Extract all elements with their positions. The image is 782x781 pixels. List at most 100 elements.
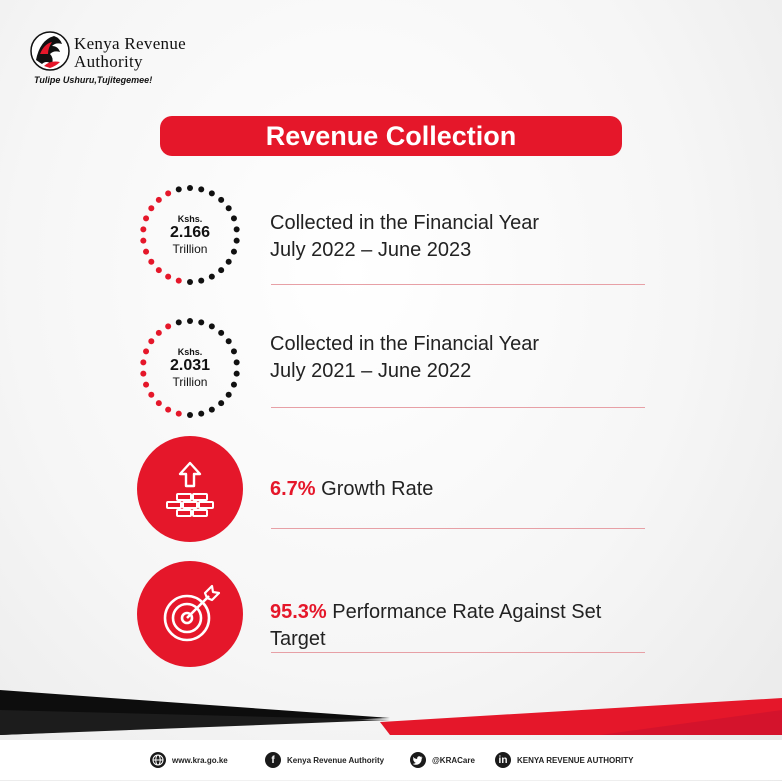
- footer-website-link[interactable]: www.kra.go.ke: [150, 752, 228, 768]
- ring-dot: [233, 370, 240, 377]
- ring-dot: [208, 273, 215, 280]
- ring-dot: [230, 348, 237, 355]
- ring-dot: [155, 196, 162, 203]
- ring-dot: [175, 319, 182, 326]
- twitter-label: @KRACare: [432, 755, 475, 765]
- ring-dot: [140, 226, 147, 233]
- growth-coins-icon: [166, 461, 214, 517]
- ring-dot: [143, 348, 150, 355]
- ring-dot: [218, 329, 225, 336]
- linkedin-label: KENYA REVENUE AUTHORITY: [517, 755, 634, 765]
- ring-dot: [187, 279, 193, 285]
- amount-value: 2.166: [169, 224, 211, 241]
- footer-linkedin-link[interactable]: in KENYA REVENUE AUTHORITY: [495, 752, 633, 768]
- stat-amount: Kshs. 2.166 Trillion: [137, 182, 243, 288]
- ring-dot: [165, 273, 172, 280]
- growth-value: 6.7%: [270, 478, 316, 500]
- facebook-icon: f: [265, 752, 281, 768]
- ring-dot: [148, 391, 155, 398]
- ring-dot: [230, 248, 237, 255]
- divider: [271, 284, 645, 285]
- ring-dot: [218, 196, 225, 203]
- ring-dot: [155, 329, 162, 336]
- performance-row: 95.3% Performance Rate Against Set Targe…: [137, 561, 647, 667]
- amount-unit: Trillion: [172, 375, 208, 389]
- ring-dot: [148, 338, 155, 345]
- ring-dot: [148, 258, 155, 265]
- ring-dot: [148, 205, 155, 212]
- divider: [271, 528, 645, 529]
- performance-text: 95.3% Performance Rate Against Set Targe…: [270, 599, 647, 653]
- ring-dot: [233, 359, 240, 366]
- divider: [271, 652, 645, 653]
- currency-prefix: Kshs.: [177, 214, 203, 224]
- growth-badge: [137, 436, 243, 542]
- website-label: www.kra.go.ke: [172, 755, 228, 765]
- growth-text: 6.7% Growth Rate: [270, 476, 433, 503]
- ring-dot: [208, 190, 215, 197]
- divider: [271, 407, 645, 408]
- ring-dot: [143, 381, 150, 388]
- linkedin-icon: in: [495, 752, 511, 768]
- ring-dot: [155, 267, 162, 274]
- performance-value: 95.3%: [270, 601, 327, 623]
- ring-dot: [233, 237, 240, 244]
- ring-dot: [218, 267, 225, 274]
- ring-dot: [175, 186, 182, 193]
- dotted-ring-icon: [140, 185, 240, 285]
- stat-line1: Collected in the Financial Year: [270, 212, 540, 234]
- ring-dot: [155, 400, 162, 407]
- ring-dot: [225, 338, 232, 345]
- ring-dot: [208, 406, 215, 413]
- ring-dot: [187, 318, 193, 324]
- brand-name-line1: Kenya Revenue: [74, 34, 186, 53]
- target-icon: [163, 584, 221, 642]
- ring-dot: [198, 277, 205, 284]
- ring-dot: [198, 186, 205, 193]
- ring-dot: [187, 412, 193, 418]
- ring-dot: [175, 410, 182, 417]
- ring-dot: [225, 258, 232, 265]
- stat-row-2021-2022: Kshs. 2.031 Trillion Collected in the Fi…: [137, 315, 647, 420]
- ring-dot: [208, 323, 215, 330]
- dotted-ring-icon: [140, 318, 240, 418]
- brand-name-line2: Authority: [74, 52, 143, 71]
- page-title: Revenue Collection: [265, 120, 517, 151]
- title-banner: Revenue Collection: [160, 116, 622, 156]
- facebook-label: Kenya Revenue Authority: [287, 755, 385, 765]
- twitter-icon: [410, 752, 426, 768]
- ring-dot: [218, 400, 225, 407]
- stat-description: Collected in the Financial Year July 202…: [270, 331, 539, 385]
- ring-dot: [165, 323, 172, 330]
- ring-dot: [140, 359, 147, 366]
- growth-row: 6.7% Growth Rate: [137, 436, 647, 542]
- stat-row-2022-2023: Kshs. 2.166 Trillion Collected in the Fi…: [137, 182, 647, 287]
- ring-dot: [225, 205, 232, 212]
- ring-dot: [198, 410, 205, 417]
- performance-label: Performance Rate Against Set Target: [270, 601, 602, 650]
- stat-line1: Collected in the Financial Year: [270, 333, 540, 355]
- globe-icon: [150, 752, 166, 768]
- footer-twitter-link[interactable]: @KRACare: [410, 752, 475, 768]
- ring-dot: [175, 277, 182, 284]
- ring-dot: [165, 406, 172, 413]
- ring-dot: [233, 226, 240, 233]
- footer-facebook-link[interactable]: f Kenya Revenue Authority: [265, 752, 384, 768]
- brand-tagline: Tulipe Ushuru,Tujitegemee!: [34, 75, 153, 85]
- growth-label: Growth Rate: [321, 478, 434, 500]
- currency-prefix: Kshs.: [177, 347, 203, 357]
- lion-emblem-icon: [30, 31, 70, 71]
- ring-dot: [198, 319, 205, 326]
- performance-badge: [137, 561, 243, 667]
- amount-value: 2.031: [169, 357, 211, 374]
- ring-dot: [143, 248, 150, 255]
- ring-dot: [230, 215, 237, 222]
- footer-bar: www.kra.go.ke f Kenya Revenue Authority …: [0, 740, 782, 780]
- ring-dot: [165, 190, 172, 197]
- ring-dot: [140, 237, 147, 244]
- ring-dot: [230, 381, 237, 388]
- ring-dot: [143, 215, 150, 222]
- ring-dot: [225, 391, 232, 398]
- kra-logo: Kenya Revenue Authority Tulipe Ushuru,Tu…: [30, 30, 230, 90]
